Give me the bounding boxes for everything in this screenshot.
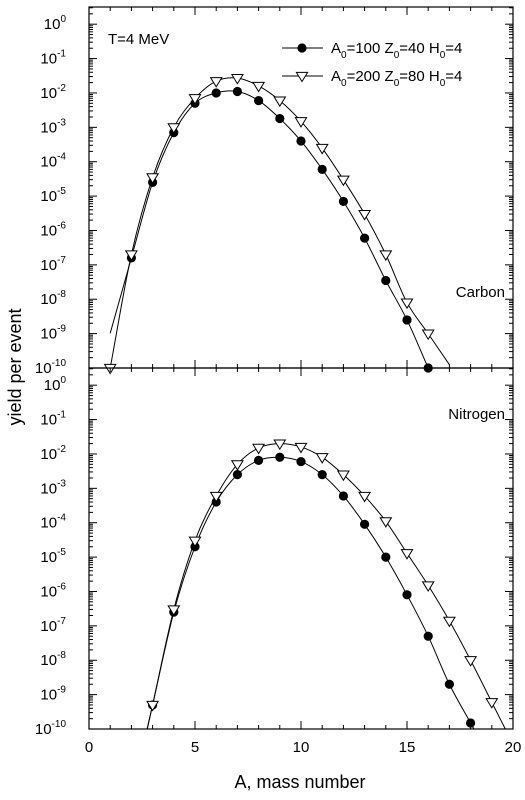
data-point-circle <box>317 164 327 174</box>
data-point-triangle <box>230 74 244 85</box>
data-point-triangle <box>400 298 414 310</box>
x-tick-label: 0 <box>85 739 93 756</box>
data-point-triangle <box>146 700 160 712</box>
y-tick-label: 10-5 <box>40 186 66 205</box>
data-point-circle <box>232 86 242 97</box>
y-tick-label: 10-9 <box>40 324 66 343</box>
data-point-circle <box>296 136 306 146</box>
data-point-circle <box>296 456 306 467</box>
panel-nitrogen: 10010-110-210-310-410-510-610-710-810-91… <box>35 367 522 756</box>
panel-label: Carbon <box>456 284 505 301</box>
data-point-triangle <box>464 656 478 667</box>
legend-label: A0=100 Z0=40 H0=4 <box>331 40 462 61</box>
x-axis-title: A, mass number <box>234 772 365 792</box>
y-tick-label: 10-5 <box>40 547 66 566</box>
plot-frame <box>88 367 514 730</box>
x-tick-label: 5 <box>191 739 199 756</box>
y-tick-label: 10-4 <box>40 152 66 171</box>
legend-label: A0=200 Z0=80 H0=4 <box>331 68 462 89</box>
data-point-triangle <box>273 96 287 108</box>
y-tick-label: 10-2 <box>40 83 66 102</box>
series-curve <box>109 77 450 368</box>
data-point-triangle <box>188 536 202 548</box>
data-point-triangle <box>379 517 393 528</box>
data-point-triangle <box>273 439 287 451</box>
data-point-circle <box>254 455 264 465</box>
data-point-circle <box>317 470 327 480</box>
y-tick-label: 100 <box>44 14 67 33</box>
data-point-triangle <box>358 209 372 221</box>
data-point-triangle <box>209 77 223 88</box>
data-point-triangle <box>315 143 329 155</box>
legend-marker-circle <box>297 43 307 53</box>
data-point-triangle <box>209 491 223 503</box>
data-point-circle <box>423 631 433 641</box>
data-point-circle <box>338 491 348 501</box>
data-point-circle <box>338 196 348 207</box>
data-point-circle <box>360 519 370 529</box>
data-point-triangle <box>294 442 308 454</box>
data-point-circle <box>275 113 285 124</box>
data-point-triangle <box>252 443 266 455</box>
y-tick-label: 10-3 <box>40 478 66 497</box>
data-point-circle <box>381 275 391 286</box>
data-point-triangle <box>252 81 266 93</box>
data-point-triangle <box>421 581 435 592</box>
temperature-annotation: T=4 MeV <box>108 31 169 48</box>
data-point-triangle <box>400 549 414 560</box>
data-point-circle <box>466 718 476 728</box>
data-point-circle <box>232 470 242 480</box>
y-tick-label: 10-10 <box>35 719 67 738</box>
y-tick-label: 10-8 <box>40 289 66 308</box>
data-point-circle <box>360 233 370 243</box>
legend: A0=100 Z0=40 H0=4 A0=200 Z0=80 H0=4 <box>282 40 462 89</box>
data-point-triangle <box>146 173 160 184</box>
data-point-circle <box>381 552 391 562</box>
y-tick-label: 10-8 <box>40 650 66 669</box>
plot-frame <box>88 6 514 369</box>
y-tick-label: 10-6 <box>40 581 66 600</box>
series-curve <box>146 443 506 729</box>
data-point-circle <box>402 590 412 600</box>
y-tick-label: 10-1 <box>40 49 66 68</box>
panel-label: Nitrogen <box>448 406 505 423</box>
x-tick-label: 20 <box>505 739 522 756</box>
data-point-triangle <box>336 175 350 187</box>
y-tick-label: 10-7 <box>40 255 66 274</box>
y-tick-label: 10-10 <box>35 358 67 377</box>
y-tick-label: 100 <box>44 375 67 394</box>
data-point-triangle <box>124 250 138 262</box>
x-tick-label: 15 <box>399 739 416 756</box>
data-point-triangle <box>336 470 350 482</box>
y-axis-title: yield per event <box>5 308 25 425</box>
y-tick-label: 10-1 <box>40 410 66 429</box>
y-tick-label: 10-4 <box>40 513 66 532</box>
panels-layer: 10010-110-210-310-410-510-610-710-810-91… <box>35 6 522 756</box>
x-tick-label: 10 <box>293 739 310 756</box>
data-point-circle <box>254 95 264 106</box>
y-tick-label: 10-7 <box>40 616 66 635</box>
data-point-circle <box>402 315 412 325</box>
legend-marker-triangle <box>295 71 309 83</box>
data-point-triangle <box>379 250 393 262</box>
data-point-circle <box>275 452 285 462</box>
data-point-circle <box>211 88 221 98</box>
data-point-triangle <box>485 698 499 709</box>
data-point-triangle <box>294 117 308 128</box>
data-point-circle <box>444 679 454 689</box>
data-point-triangle <box>358 491 372 503</box>
data-point-triangle <box>421 329 435 341</box>
data-point-triangle <box>188 94 202 105</box>
data-point-triangle <box>442 616 456 628</box>
y-tick-label: 10-6 <box>40 220 66 239</box>
series-curve <box>146 456 475 729</box>
y-tick-label: 10-3 <box>40 117 66 136</box>
y-tick-label: 10-9 <box>40 685 66 704</box>
y-tick-label: 10-2 <box>40 444 66 463</box>
data-point-triangle <box>167 123 181 134</box>
data-point-triangle <box>230 460 244 471</box>
data-point-triangle <box>315 453 329 464</box>
data-point-triangle <box>167 605 181 617</box>
